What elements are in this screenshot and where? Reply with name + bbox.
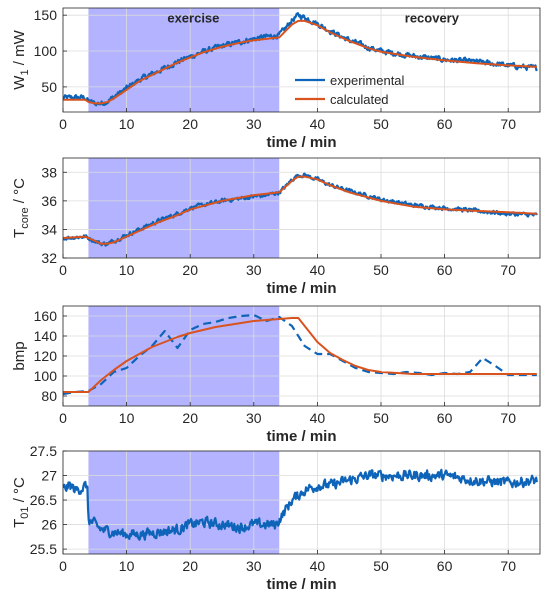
x-tick-label: 20 (182, 262, 198, 278)
x-tick-label: 50 (373, 558, 389, 574)
series-calculated-line (63, 19, 537, 105)
x-tick-label: 70 (500, 262, 516, 278)
x-tick-label: 10 (119, 558, 135, 574)
legend-label-experimental: experimental (330, 73, 405, 88)
x-tick-label: 50 (373, 262, 389, 278)
y-tick-label: 26.5 (30, 492, 57, 508)
y-tick-label: 100 (34, 43, 58, 59)
x-axis-label: time / min (266, 428, 336, 445)
y-tick-label: 34 (41, 221, 57, 237)
series-calculated-line (63, 175, 537, 245)
legend-label-calculated: calculated (330, 92, 389, 107)
x-tick-label: 50 (373, 410, 389, 426)
x-tick-label: 0 (59, 262, 67, 278)
y-tick-label: 80 (41, 388, 57, 404)
y-tick-label: 27.5 (30, 443, 57, 459)
x-tick-label: 70 (500, 116, 516, 132)
x-tick-label: 30 (246, 116, 262, 132)
x-tick-label: 70 (500, 410, 516, 426)
y-axis-label: bmp (11, 341, 28, 370)
x-tick-label: 40 (310, 116, 326, 132)
y-tick-label: 25.5 (30, 541, 57, 557)
y-tick-label: 26 (41, 517, 57, 533)
y-tick-label: 32 (41, 250, 57, 266)
y-tick-label: 36 (41, 193, 57, 209)
x-tick-label: 60 (437, 410, 453, 426)
x-tick-label: 10 (119, 410, 135, 426)
x-tick-label: 0 (59, 410, 67, 426)
y-tick-label: 160 (34, 308, 58, 324)
exercise-region (88, 451, 280, 554)
x-tick-label: 20 (182, 410, 198, 426)
y-axis-label: T01 / °C (11, 477, 31, 528)
x-tick-label: 10 (119, 262, 135, 278)
x-tick-label: 40 (310, 558, 326, 574)
x-tick-label: 60 (437, 558, 453, 574)
x-axis-label: time / min (266, 576, 336, 593)
y-tick-label: 27 (41, 468, 57, 484)
y-tick-label: 150 (34, 7, 58, 23)
x-tick-label: 30 (246, 558, 262, 574)
x-tick-label: 60 (437, 116, 453, 132)
panel-w1: 0 10 20 30 40 50 60 70 50 100 150 time / min W1 / mW… (11, 7, 541, 151)
x-tick-label: 30 (246, 410, 262, 426)
axes-frame (62, 157, 541, 259)
y-axis-label: Tcore / °C (11, 178, 31, 238)
y-tick-label: 38 (41, 164, 57, 180)
y-tick-label: 120 (34, 348, 58, 364)
axes-frame (62, 450, 541, 555)
x-tick-label: 30 (246, 262, 262, 278)
y-tick-label: 100 (34, 368, 58, 384)
annotation-recovery: recovery (405, 10, 460, 25)
panel-bmp: 0 10 20 30 40 50 60 70 80 100 120 140 160 time / min b… (11, 305, 541, 445)
x-tick-label: 20 (182, 558, 198, 574)
exercise-region (88, 158, 280, 258)
x-tick-label: 40 (310, 262, 326, 278)
series-calculated-line (63, 317, 537, 393)
x-axis-label: time / min (266, 134, 336, 151)
legend: experimental calculated (295, 73, 405, 107)
y-tick-label: 50 (41, 79, 57, 95)
x-tick-label: 0 (59, 558, 67, 574)
panel-t01: 0 10 20 30 40 50 60 70 25.5 26 26.5 27 27.5 time / mi… (11, 443, 541, 593)
x-tick-label: 10 (119, 116, 135, 132)
x-tick-label: 70 (500, 558, 516, 574)
annotation-exercise: exercise (167, 10, 219, 25)
series-experimental-line (63, 468, 538, 541)
y-axis-label: W1 / mW (11, 29, 31, 89)
x-tick-label: 50 (373, 116, 389, 132)
x-tick-label: 0 (59, 116, 67, 132)
panel-tcore: 0 10 20 30 40 50 60 70 32 34 36 38 time / min Tcore /… (11, 157, 541, 297)
y-tick-label: 140 (34, 328, 58, 344)
axes-frame (62, 7, 541, 113)
x-tick-label: 60 (437, 262, 453, 278)
x-tick-label: 40 (310, 410, 326, 426)
x-tick-label: 20 (182, 116, 198, 132)
x-axis-label: time / min (266, 280, 336, 297)
